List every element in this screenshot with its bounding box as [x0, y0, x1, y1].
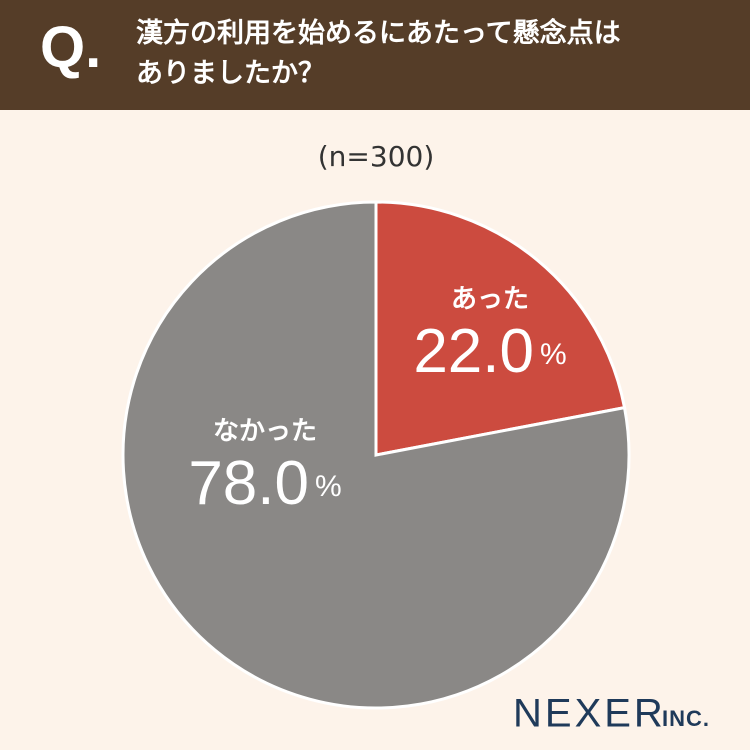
question-marker: Q.	[40, 15, 102, 80]
slice-label: なかった	[213, 417, 317, 447]
logo-name: NEXER	[513, 692, 666, 736]
chart-title: 漢方の利用を始めるにあたって懸念点はありましたか？	[136, 18, 621, 89]
chart-subtitle: (n=300)	[318, 140, 435, 173]
value-label: 78.0%	[188, 449, 341, 518]
header: Q. 漢方の利用を始めるにあたって懸念点はありましたか？	[0, 0, 750, 110]
slice-label: あった	[451, 285, 529, 315]
pie-slice	[121, 200, 631, 710]
value-label: 22.0%	[413, 317, 566, 386]
pie-slice	[374, 200, 627, 457]
logo-suffix: INC.	[662, 706, 710, 731]
